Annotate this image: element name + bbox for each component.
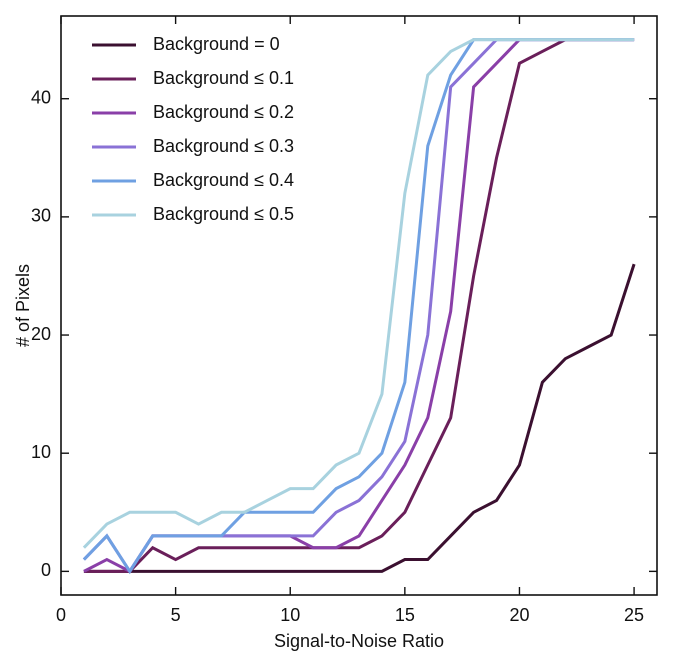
x-tick-label: 0 xyxy=(56,605,66,625)
plot-border xyxy=(60,15,658,596)
y-tick-label: 0 xyxy=(41,560,51,580)
y-tick-label: 30 xyxy=(31,206,51,226)
y-tick-label: 40 xyxy=(31,87,51,107)
legend-label-2: Background ≤ 0.1 xyxy=(153,68,294,88)
x-axis-label: Signal-to-Noise Ratio xyxy=(274,631,444,651)
y-tick-label: 20 xyxy=(31,324,51,344)
y-tick-label: 10 xyxy=(31,442,51,462)
x-tick-label: 15 xyxy=(395,605,415,625)
x-tick-label: 5 xyxy=(171,605,181,625)
series-line-6 xyxy=(82,38,635,549)
series-line-2 xyxy=(83,38,635,573)
legend-label-6: Background ≤ 0.5 xyxy=(153,204,294,224)
axis-ticks: 0 5 10 15 20 25 0 10 20 30 40 xyxy=(31,16,657,625)
legend-label-4: Background ≤ 0.3 xyxy=(153,136,294,156)
legend-label-3: Background ≤ 0.2 xyxy=(153,102,294,122)
plot-frame xyxy=(60,15,658,596)
legend: Background = 0 Background ≤ 0.1 Background… xyxy=(92,34,294,224)
x-tick-label: 10 xyxy=(280,605,300,625)
y-axis-label: # of Pixels xyxy=(13,264,33,347)
series-layer xyxy=(82,38,636,575)
x-tick-label: 25 xyxy=(624,605,644,625)
legend-label-1: Background = 0 xyxy=(153,34,280,54)
series-line-1 xyxy=(83,263,636,573)
legend-label-5: Background ≤ 0.4 xyxy=(153,170,294,190)
x-tick-label: 20 xyxy=(509,605,529,625)
